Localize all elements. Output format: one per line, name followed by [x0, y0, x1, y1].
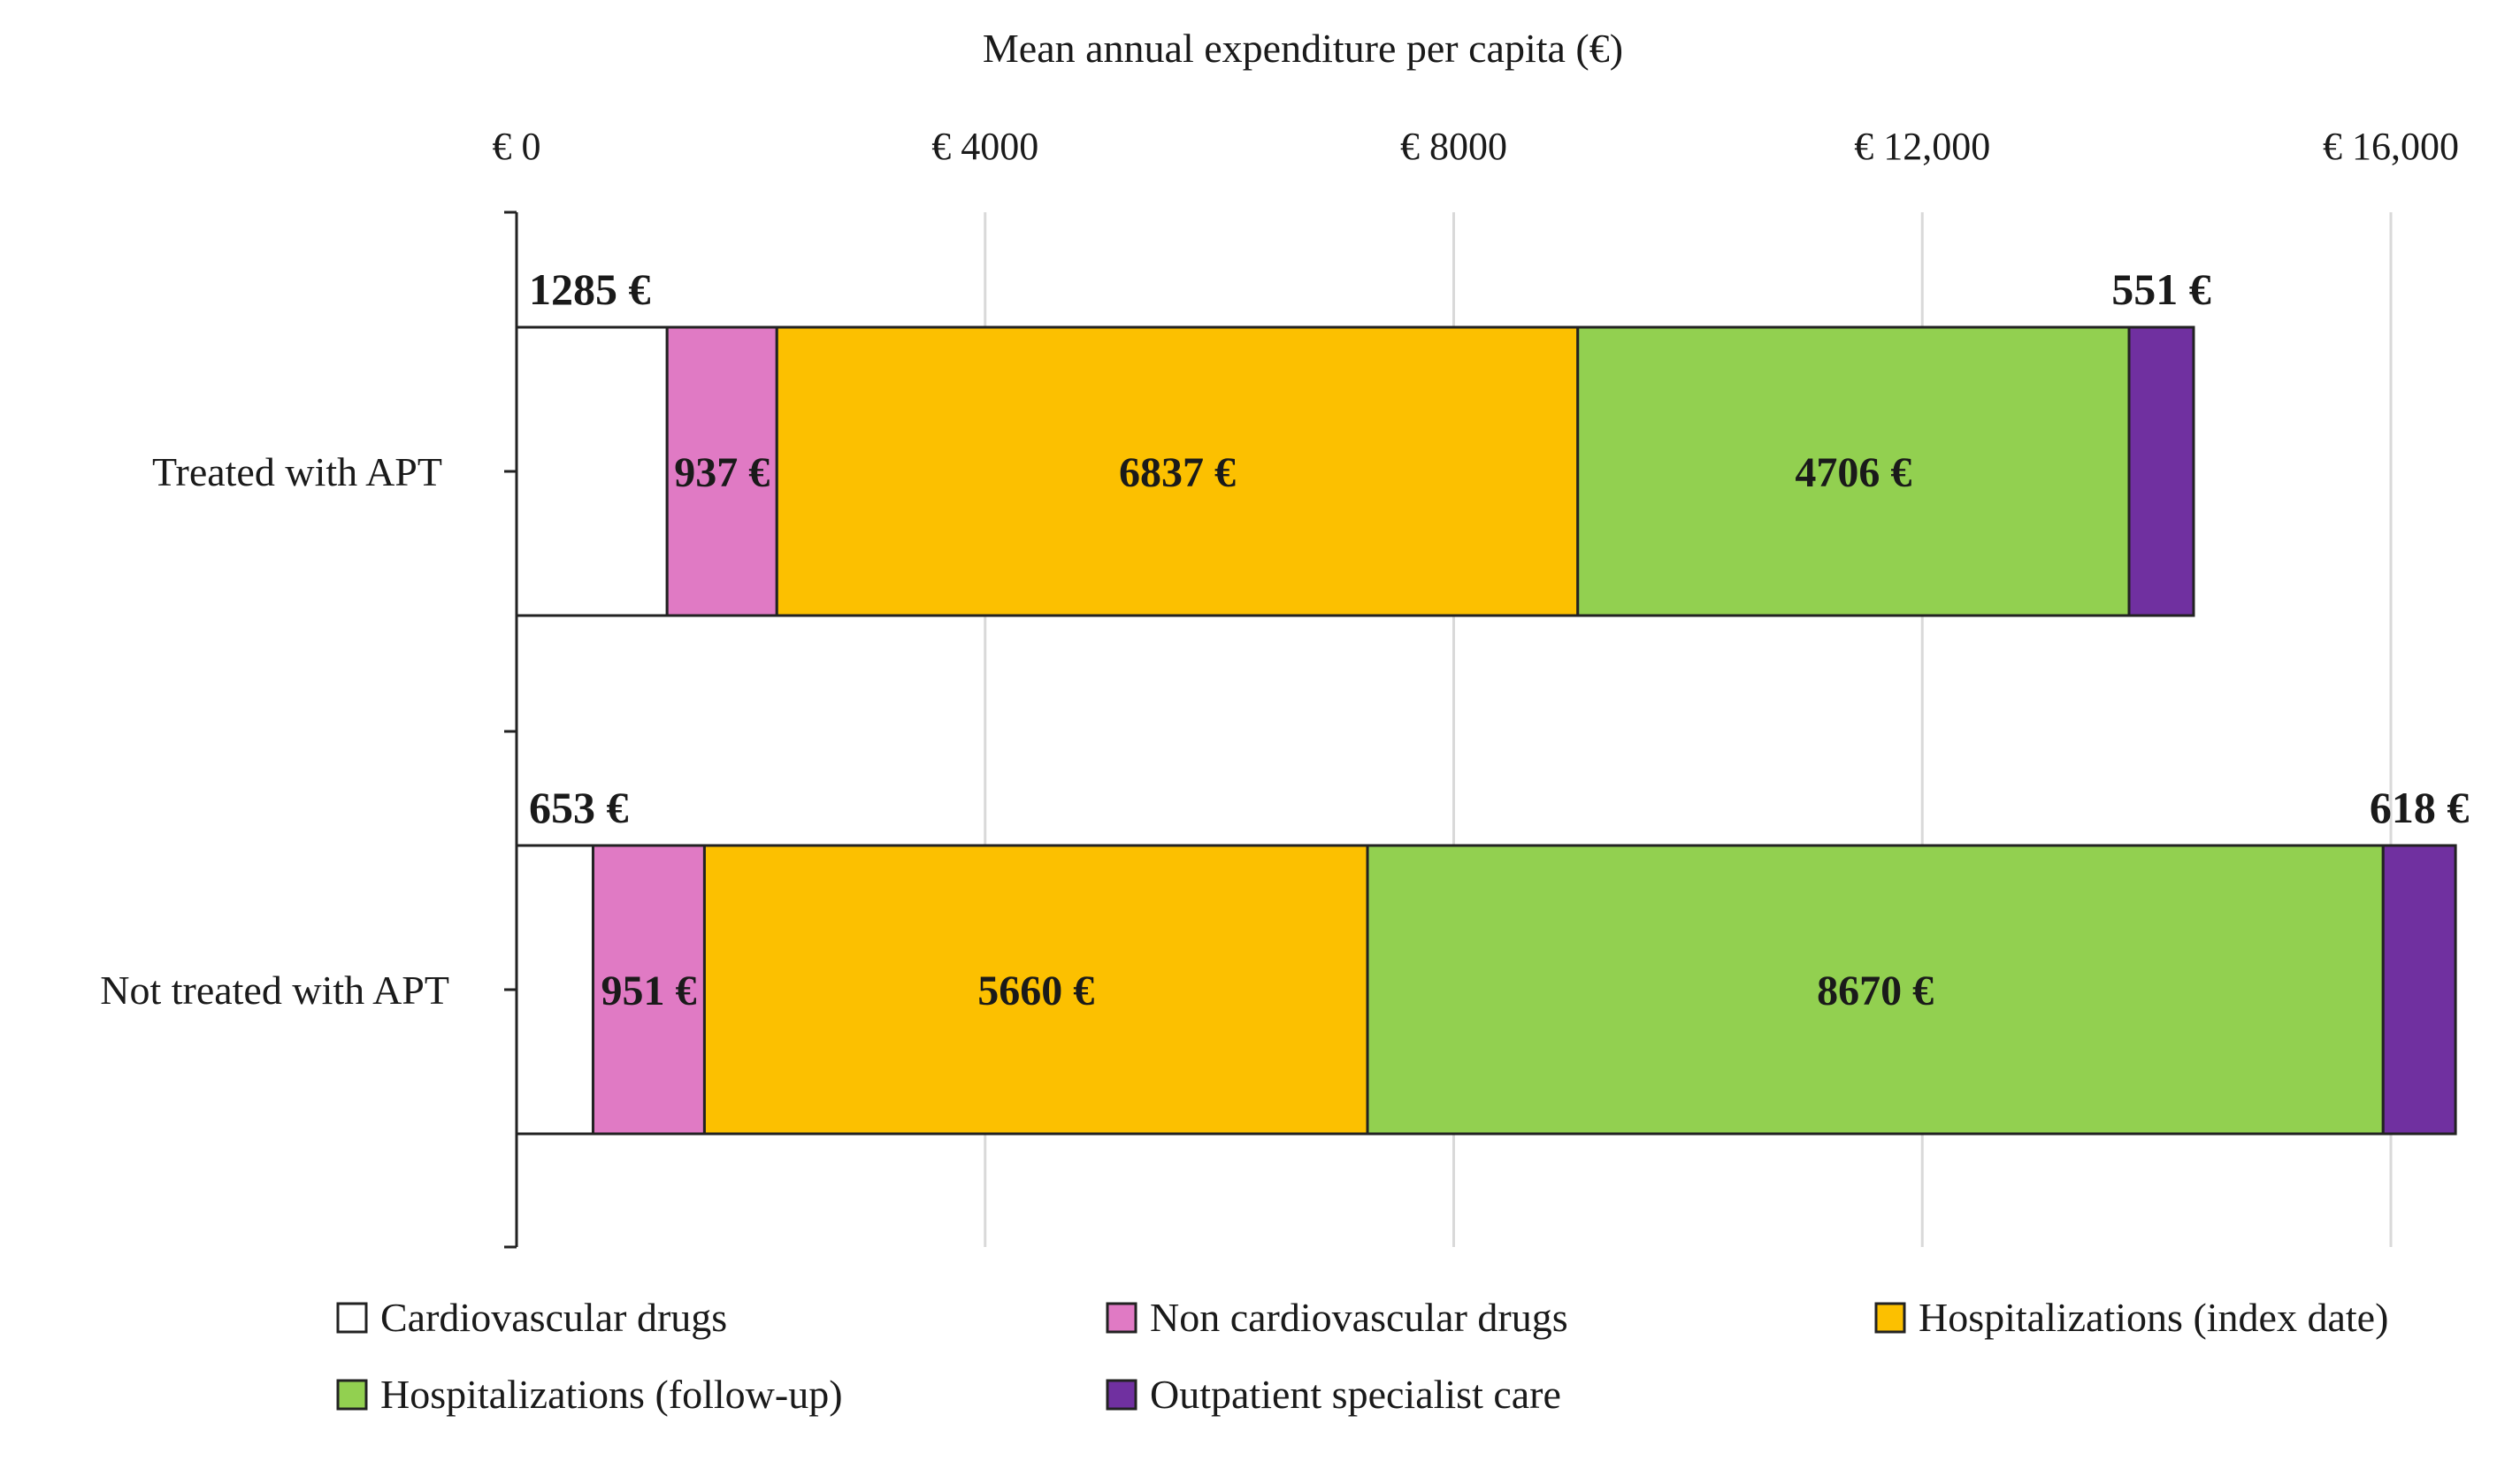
data-label: 8670 €: [1817, 968, 1934, 1014]
x-tick-label: € 16,000: [2323, 125, 2459, 168]
legend-swatch: [1106, 1379, 1137, 1411]
legend-swatch: [336, 1379, 368, 1411]
axis-title: Mean annual expenditure per capita (€): [983, 26, 1623, 71]
bar-segment: [2381, 844, 2457, 1136]
bars: [515, 325, 2457, 1136]
legend-label: Hospitalizations (index date): [1919, 1295, 2388, 1340]
data-label: 1285 €: [529, 264, 651, 314]
legend: Cardiovascular drugs Non cardiovascular d…: [336, 1295, 2388, 1417]
data-label: 551 €: [2111, 264, 2211, 314]
x-tick-labels: € 0 € 4000 € 8000 € 12,000 € 16,000: [493, 125, 2460, 168]
x-tick-label: € 12,000: [1854, 125, 1990, 168]
x-tick-label: € 8000: [1400, 125, 1507, 168]
legend-swatch: [336, 1302, 368, 1334]
bar-segment: [515, 844, 594, 1136]
legend-swatch: [1874, 1302, 1906, 1334]
x-tick-label: € 4000: [931, 125, 1038, 168]
legend-label: Non cardiovascular drugs: [1150, 1295, 1568, 1340]
category-label: Not treated with APT: [100, 968, 449, 1013]
bar-segment: [1576, 325, 2131, 617]
data-labels: 1285 € 937 € 6837 € 4706 € 551 € 653 € 951 € 56…: [529, 264, 2469, 1014]
legend-label: Hospitalizations (follow-up): [380, 1372, 843, 1417]
category-labels: Treated with APT Not treated with APT: [100, 449, 449, 1013]
data-label: 653 €: [529, 783, 629, 832]
data-label: 618 €: [2370, 783, 2470, 832]
bar-segment: [2127, 325, 2195, 617]
legend-swatch: [1106, 1302, 1137, 1334]
bar-segment: [591, 844, 706, 1136]
bar-segment: [775, 325, 1580, 617]
y-axis: [504, 210, 518, 1249]
bar-segment: [1366, 844, 2385, 1136]
data-label: 6837 €: [1119, 449, 1236, 496]
data-label: 5660 €: [977, 968, 1094, 1014]
x-tick-label: € 0: [493, 125, 541, 168]
data-label: 937 €: [674, 449, 770, 496]
bar-segment: [515, 325, 669, 617]
data-label: 951 €: [601, 968, 696, 1014]
category-label: Treated with APT: [152, 449, 442, 494]
legend-label: Outpatient specialist care: [1150, 1372, 1561, 1417]
legend-label: Cardiovascular drugs: [380, 1295, 727, 1340]
bar-segment: [702, 844, 1369, 1136]
data-label: 4706 €: [1795, 449, 1911, 496]
